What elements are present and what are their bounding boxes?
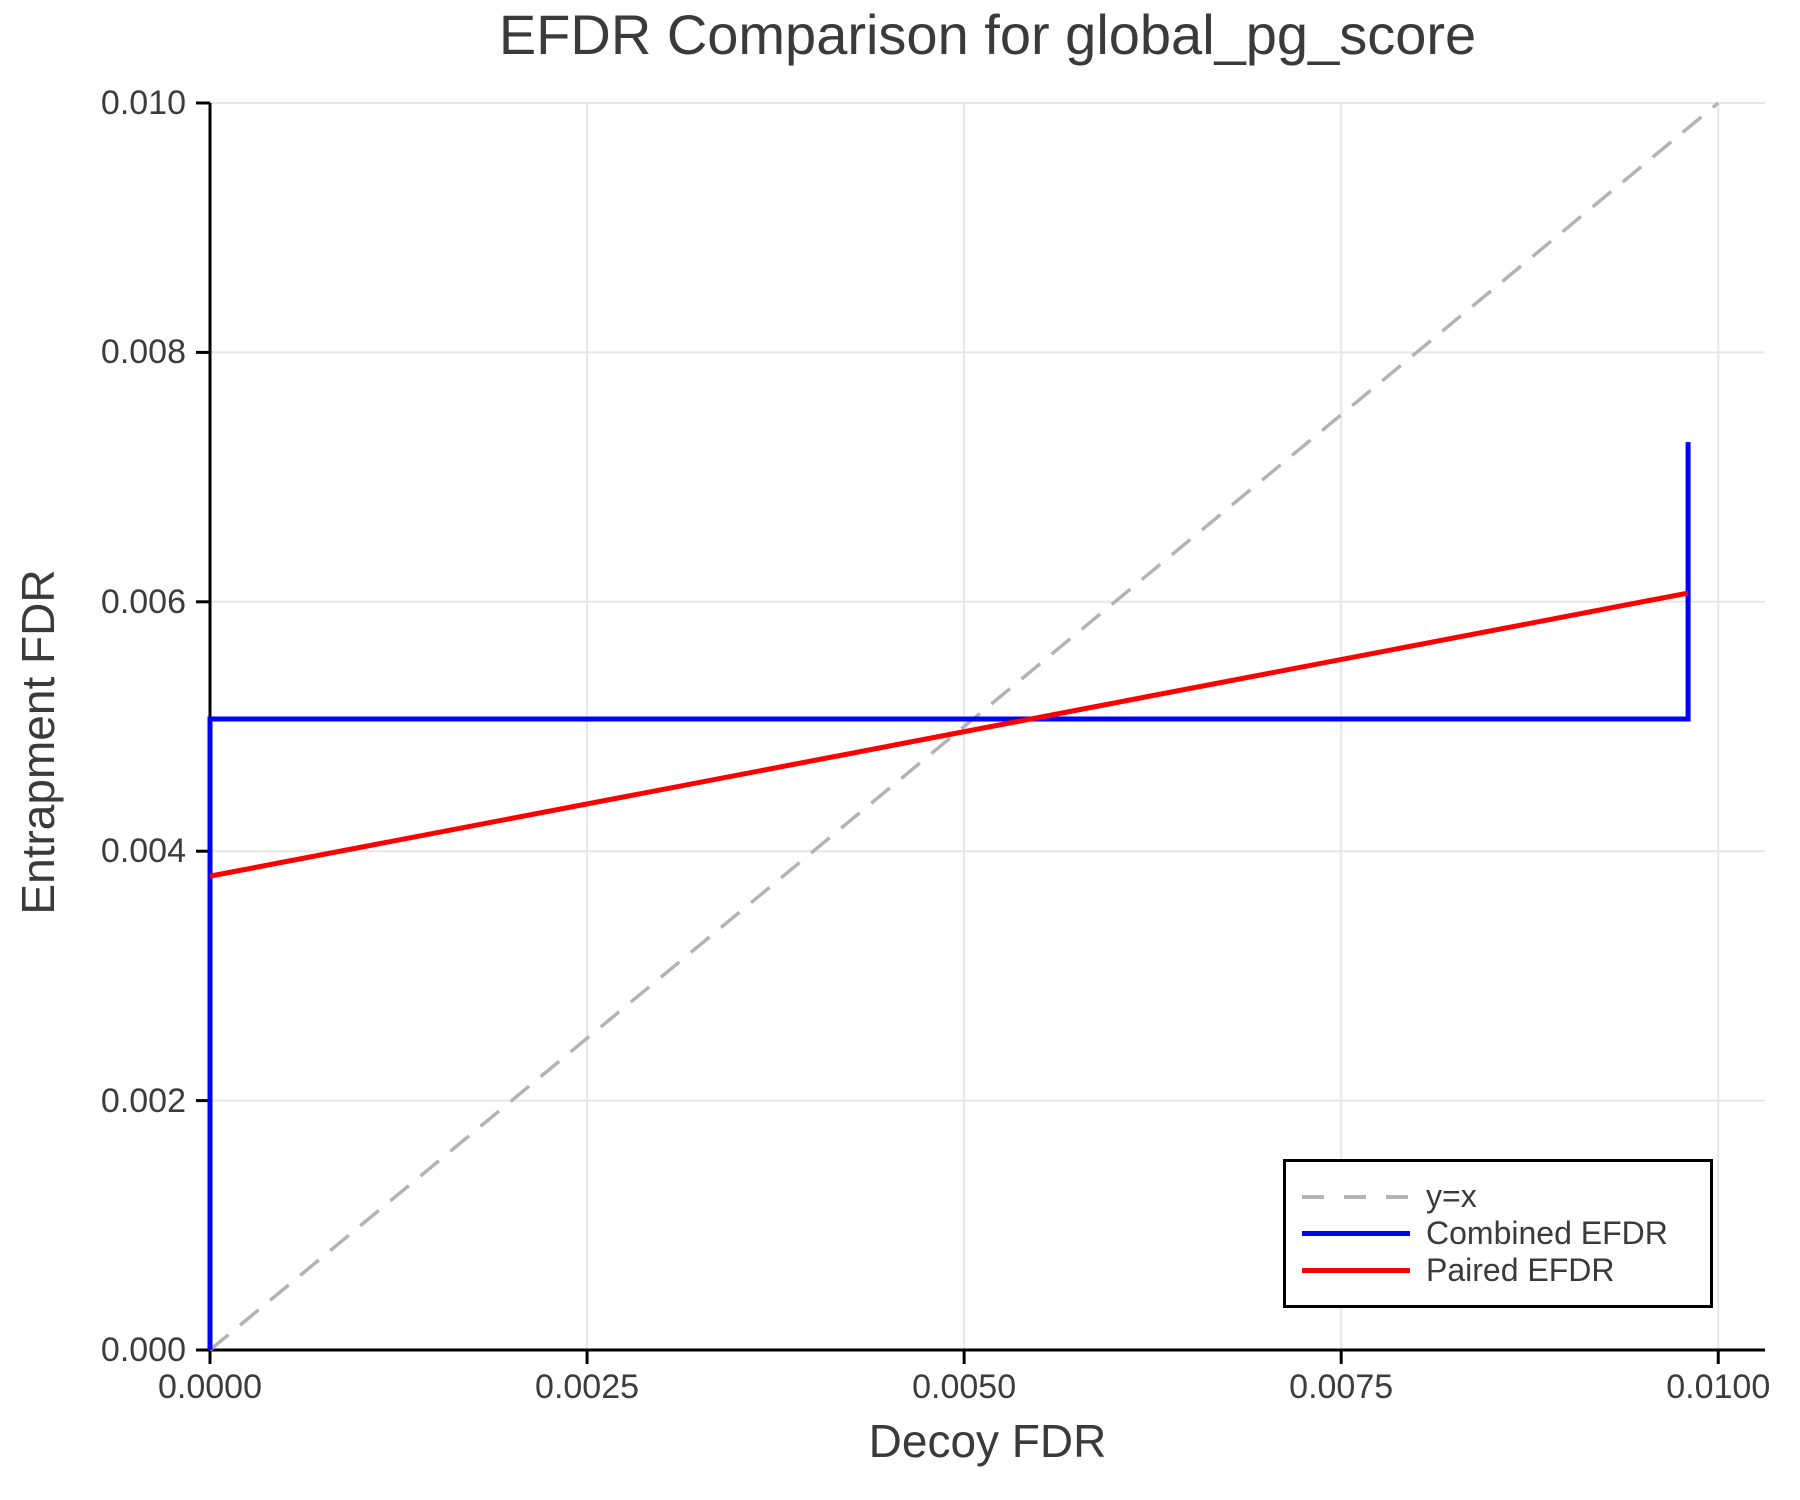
y-tick-label: 0.004 <box>100 832 186 871</box>
legend-row-paired-efdr: Paired EFDR <box>1302 1252 1710 1289</box>
legend-label-yx: y=x <box>1426 1178 1477 1214</box>
x-tick-label: 0.0100 <box>1666 1368 1771 1406</box>
y-tick-label: 0.000 <box>100 1331 186 1369</box>
legend-row-combined-efdr: Combined EFDR <box>1302 1215 1710 1252</box>
y-tick-label: 0.002 <box>100 1081 186 1120</box>
legend-label-combined-efdr: Combined EFDR <box>1426 1215 1668 1251</box>
chart-title: EFDR Comparison for global_pg_score <box>498 3 1477 66</box>
legend: y=x Combined EFDR Paired EFDR <box>1283 1159 1713 1308</box>
y-tick-label: 0.010 <box>100 84 186 122</box>
x-tick-label: 0.0075 <box>1289 1368 1394 1406</box>
blue-line-sample-icon <box>1302 1231 1410 1236</box>
y-tick-label: 0.008 <box>100 333 186 372</box>
x-tick-label: 0.0025 <box>535 1368 640 1406</box>
series-combined-efdr <box>207 442 1691 1350</box>
x-axis-label: Decoy FDR <box>868 1415 1107 1467</box>
x-tick-label: 0.0000 <box>158 1368 262 1406</box>
series-y-x <box>208 101 1720 1352</box>
legend-row-yx: y=x <box>1302 1178 1710 1215</box>
series-paired-efdr <box>209 590 1689 879</box>
x-tick-label: 0.0050 <box>912 1368 1017 1406</box>
legend-label-paired-efdr: Paired EFDR <box>1426 1252 1615 1288</box>
dashed-line-sample-icon <box>1302 1194 1410 1199</box>
y-tick-label: 0.006 <box>100 582 186 621</box>
red-line-sample-icon <box>1302 1268 1410 1273</box>
